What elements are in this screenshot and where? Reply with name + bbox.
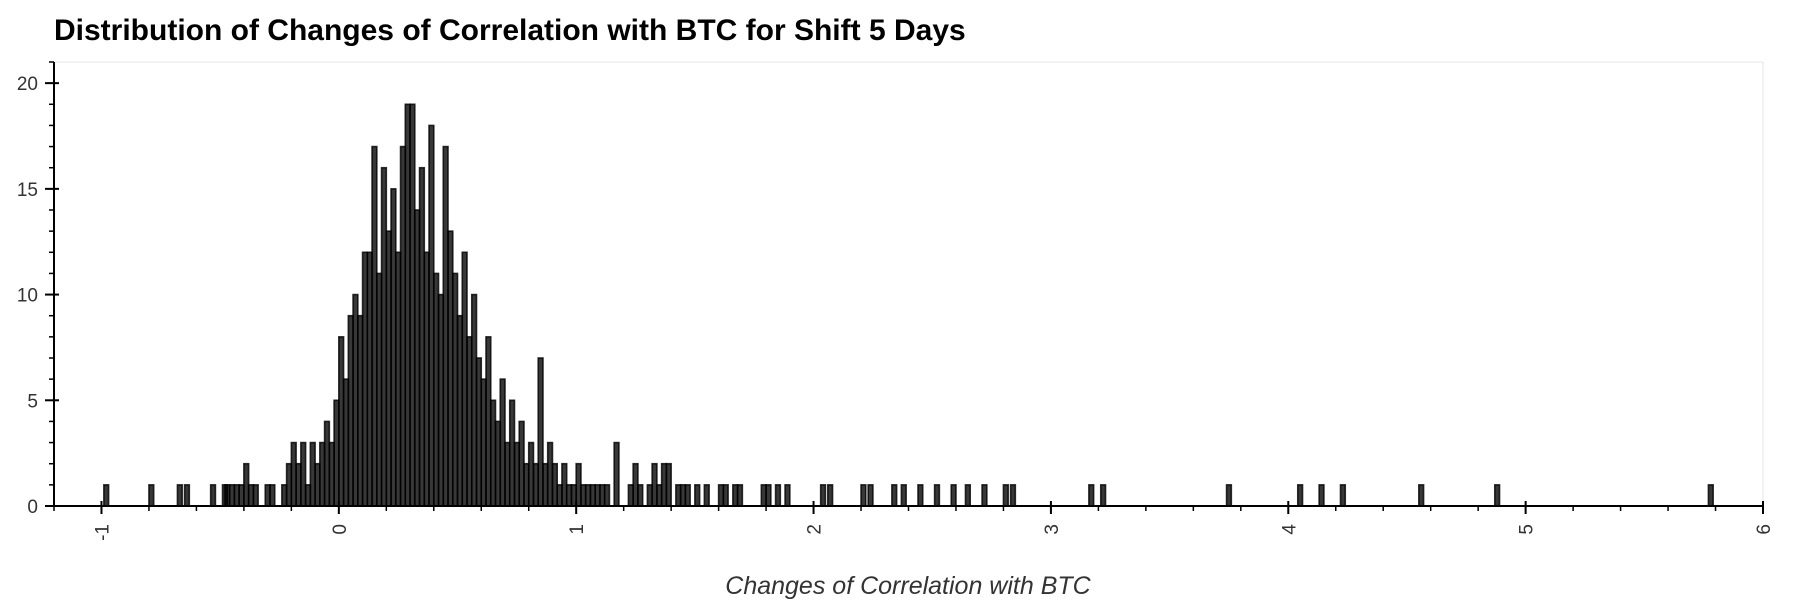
x-tick-label: 5 <box>1517 524 1538 535</box>
x-tick-label: 3 <box>1042 524 1063 535</box>
histogram-bar <box>867 484 874 507</box>
y-tick-label: 5 <box>27 391 38 412</box>
y-tick-label: 10 <box>17 286 38 307</box>
x-tick-label: -1 <box>92 524 113 541</box>
histogram-bar <box>176 484 183 507</box>
histogram-bar <box>1418 484 1425 507</box>
x-tick-label: 4 <box>1279 524 1300 535</box>
x-tick-label: 1 <box>567 524 588 535</box>
histogram-bar <box>252 484 259 507</box>
histogram-bar <box>1707 484 1714 507</box>
histogram-bar <box>603 484 611 507</box>
histogram-bar <box>917 484 924 507</box>
axes-group: -1 0 1 2 3 4 5 6 0 5 10 15 20 <box>17 61 1775 541</box>
histogram-bar <box>826 484 834 507</box>
histogram-bar <box>1088 484 1095 507</box>
histogram-bar <box>103 484 110 507</box>
histogram-bar <box>1493 484 1501 507</box>
plot-frame <box>53 61 1764 507</box>
histogram-bar <box>964 484 972 507</box>
histogram-bar <box>269 484 276 507</box>
histogram-bar <box>765 484 772 507</box>
histogram-bar <box>684 484 691 507</box>
histogram-bar <box>613 441 620 507</box>
histogram-bar <box>1296 484 1304 507</box>
y-tick-label: 0 <box>27 497 38 518</box>
y-tick-label: 15 <box>17 180 38 201</box>
histogram-bar <box>1099 484 1107 507</box>
histogram-bar <box>694 484 701 507</box>
x-tick-label: 2 <box>805 524 826 535</box>
histogram-bar <box>209 484 217 507</box>
histogram-bar <box>819 484 827 507</box>
histogram-bar <box>665 462 672 507</box>
histogram-bar <box>950 484 957 507</box>
histogram-bar <box>933 484 941 507</box>
x-tick-label: 6 <box>1754 524 1775 535</box>
x-tick-label: 0 <box>330 524 351 535</box>
histogram-bar <box>1339 484 1347 507</box>
histogram-bar <box>981 484 988 507</box>
histogram-bar <box>703 484 710 507</box>
histogram-bar <box>736 484 744 507</box>
y-tick-label: 20 <box>17 74 38 95</box>
histogram-bar <box>1225 484 1233 507</box>
histogram-bar <box>860 484 867 507</box>
histogram-bar <box>1002 484 1009 507</box>
chart-title: Distribution of Changes of Correlation w… <box>54 14 966 47</box>
histogram-bar <box>1318 484 1325 507</box>
histogram-bar <box>1009 484 1017 507</box>
bars-group <box>103 103 1714 507</box>
histogram-bar <box>900 484 907 507</box>
histogram-bar <box>774 484 782 507</box>
x-axis-label: Changes of Correlation with BTC <box>725 572 1091 600</box>
histogram-bar <box>891 484 898 507</box>
histogram-bar <box>722 484 729 507</box>
histogram-bar <box>183 484 191 507</box>
histogram-bar <box>784 484 791 507</box>
histogram-bar <box>148 484 155 507</box>
histogram-bar <box>637 484 644 507</box>
